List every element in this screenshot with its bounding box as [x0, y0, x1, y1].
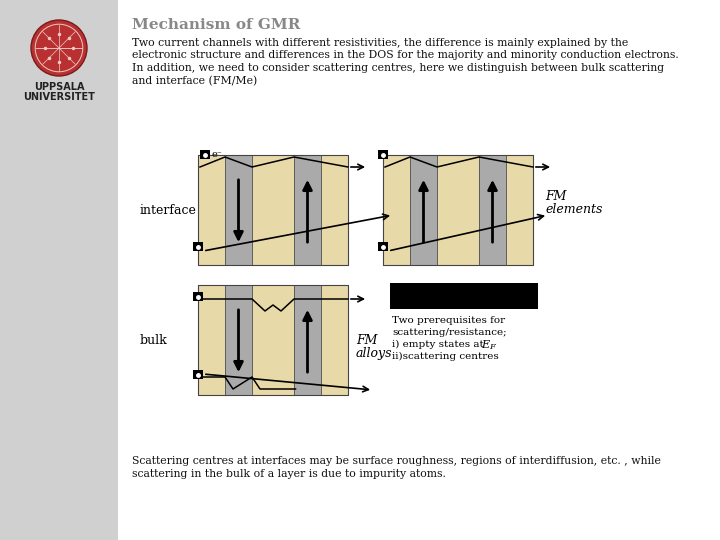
Bar: [225, 285, 252, 395]
Text: scattering/resistance;: scattering/resistance;: [392, 328, 507, 337]
Text: electronic structure and differences in the DOS for the majority and minority co: electronic structure and differences in …: [132, 51, 679, 60]
Text: Two current channels with different resistivities, the difference is mainly expl: Two current channels with different resi…: [132, 38, 629, 48]
Text: and interface (FM/Me): and interface (FM/Me): [132, 76, 257, 86]
Bar: [378, 150, 388, 159]
Text: FM: FM: [545, 190, 567, 203]
Bar: [321, 285, 348, 395]
Bar: [378, 242, 388, 251]
Bar: [200, 150, 210, 159]
Text: elements: elements: [545, 203, 603, 216]
Bar: [506, 155, 533, 265]
Bar: [193, 370, 203, 379]
Text: scattering in the bulk of a layer is due to impurity atoms.: scattering in the bulk of a layer is due…: [132, 469, 446, 479]
Text: FM: FM: [356, 334, 377, 347]
Bar: [198, 285, 348, 395]
Bar: [193, 242, 203, 251]
Bar: [198, 285, 225, 395]
Text: Mechanism of GMR: Mechanism of GMR: [132, 18, 300, 32]
Bar: [198, 155, 348, 265]
Text: UNIVERSITET: UNIVERSITET: [23, 92, 95, 102]
Bar: [252, 285, 294, 395]
Bar: [198, 155, 225, 265]
Text: i) empty states at: i) empty states at: [392, 340, 487, 349]
Bar: [225, 155, 252, 265]
Bar: [383, 155, 533, 265]
Bar: [437, 155, 479, 265]
Bar: [410, 155, 437, 265]
Bar: [252, 155, 294, 265]
Bar: [0, 0, 118, 540]
Circle shape: [31, 20, 87, 76]
Text: bulk: bulk: [140, 334, 168, 347]
Bar: [390, 283, 538, 309]
Text: E: E: [481, 340, 489, 350]
Text: Two prerequisites for: Two prerequisites for: [392, 316, 505, 325]
Text: ii)scattering centres: ii)scattering centres: [392, 352, 499, 361]
Bar: [383, 155, 410, 265]
Text: alloys: alloys: [356, 347, 392, 360]
Text: e⁻: e⁻: [211, 150, 222, 159]
Bar: [193, 292, 203, 301]
Text: F: F: [489, 343, 495, 351]
Text: UPPSALA: UPPSALA: [34, 82, 84, 92]
Text: In addition, we need to consider scattering centres, here we distinguish between: In addition, we need to consider scatter…: [132, 63, 664, 73]
Text: Scattering centres at interfaces may be surface roughness, regions of interdiffu: Scattering centres at interfaces may be …: [132, 456, 661, 466]
Bar: [294, 285, 321, 395]
Bar: [479, 155, 506, 265]
Bar: [321, 155, 348, 265]
Bar: [294, 155, 321, 265]
Text: interface: interface: [140, 204, 197, 217]
